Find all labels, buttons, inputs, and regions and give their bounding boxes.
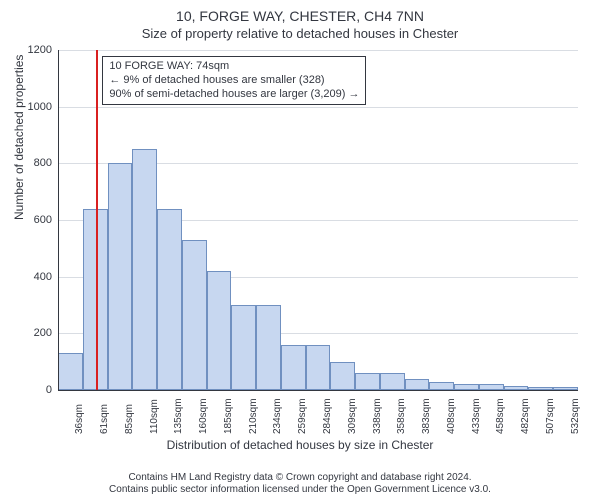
histogram-bar — [306, 345, 331, 390]
gridline — [58, 50, 578, 51]
chart-title: 10, FORGE WAY, CHESTER, CH4 7NN — [0, 0, 600, 24]
x-tick-label: 358sqm — [396, 398, 407, 434]
x-tick-label: 210sqm — [248, 398, 259, 434]
footer-line-2: Contains public sector information licen… — [0, 484, 600, 496]
histogram-bar — [380, 373, 405, 390]
histogram-bar — [355, 373, 380, 390]
annotation-line-2: ← 9% of detached houses are smaller (328… — [109, 74, 359, 88]
y-tick-label: 800 — [12, 157, 52, 169]
y-tick-label: 200 — [12, 327, 52, 339]
y-axis-line — [58, 50, 59, 390]
footer-line-1: Contains HM Land Registry data © Crown c… — [0, 472, 600, 484]
histogram-bar — [231, 305, 256, 390]
x-tick-label: 85sqm — [124, 404, 135, 434]
x-axis-line — [58, 390, 578, 391]
property-marker-line — [96, 50, 98, 390]
histogram-bar — [429, 382, 454, 391]
x-tick-label: 110sqm — [149, 399, 160, 434]
x-tick-label: 259sqm — [297, 398, 308, 434]
chart-region: 02004006008001000120010 FORGE WAY: 74sqm… — [58, 50, 578, 390]
gridline — [58, 107, 578, 108]
histogram-bar — [58, 353, 83, 390]
histogram-bar — [281, 345, 306, 390]
footer-attribution: Contains HM Land Registry data © Crown c… — [0, 472, 600, 496]
y-tick-label: 1000 — [12, 101, 52, 113]
x-tick-label: 284sqm — [322, 398, 333, 434]
histogram-bar — [182, 240, 207, 390]
x-axis-label: Distribution of detached houses by size … — [0, 438, 600, 452]
x-tick-label: 458sqm — [495, 398, 506, 434]
plot-area: 02004006008001000120010 FORGE WAY: 74sqm… — [58, 50, 578, 420]
histogram-bar — [132, 149, 157, 390]
y-tick-label: 600 — [12, 214, 52, 226]
annotation-line-3: 90% of semi-detached houses are larger (… — [109, 88, 359, 102]
x-tick-label: 507sqm — [545, 398, 556, 434]
x-tick-label: 61sqm — [99, 404, 110, 434]
x-tick-label: 160sqm — [198, 398, 209, 434]
x-tick-label: 36sqm — [74, 404, 85, 434]
histogram-bar — [207, 271, 232, 390]
chart-container: { "title": "10, FORGE WAY, CHESTER, CH4 … — [0, 0, 600, 500]
y-axis-label: Number of detached properties — [12, 55, 26, 220]
x-tick-label: 482sqm — [520, 398, 531, 434]
annotation-box: 10 FORGE WAY: 74sqm← 9% of detached hous… — [102, 56, 366, 105]
x-tick-label: 532sqm — [570, 398, 581, 434]
histogram-bar — [330, 362, 355, 390]
histogram-bar — [108, 163, 133, 390]
x-tick-label: 383sqm — [421, 398, 432, 434]
x-tick-label: 408sqm — [446, 398, 457, 434]
histogram-bar — [405, 379, 430, 390]
y-tick-label: 1200 — [12, 44, 52, 56]
x-tick-label: 234sqm — [272, 398, 283, 434]
histogram-bar — [157, 209, 182, 390]
chart-subtitle: Size of property relative to detached ho… — [0, 24, 600, 41]
x-tick-label: 338sqm — [372, 398, 383, 434]
x-tick-label: 433sqm — [471, 398, 482, 434]
histogram-bar — [83, 209, 108, 390]
x-tick-label: 309sqm — [347, 398, 358, 434]
histogram-bar — [256, 305, 281, 390]
y-tick-label: 400 — [12, 271, 52, 283]
y-tick-label: 0 — [12, 384, 52, 396]
annotation-line-1: 10 FORGE WAY: 74sqm — [109, 60, 359, 74]
x-tick-label: 185sqm — [223, 398, 234, 434]
x-tick-label: 135sqm — [173, 398, 184, 434]
